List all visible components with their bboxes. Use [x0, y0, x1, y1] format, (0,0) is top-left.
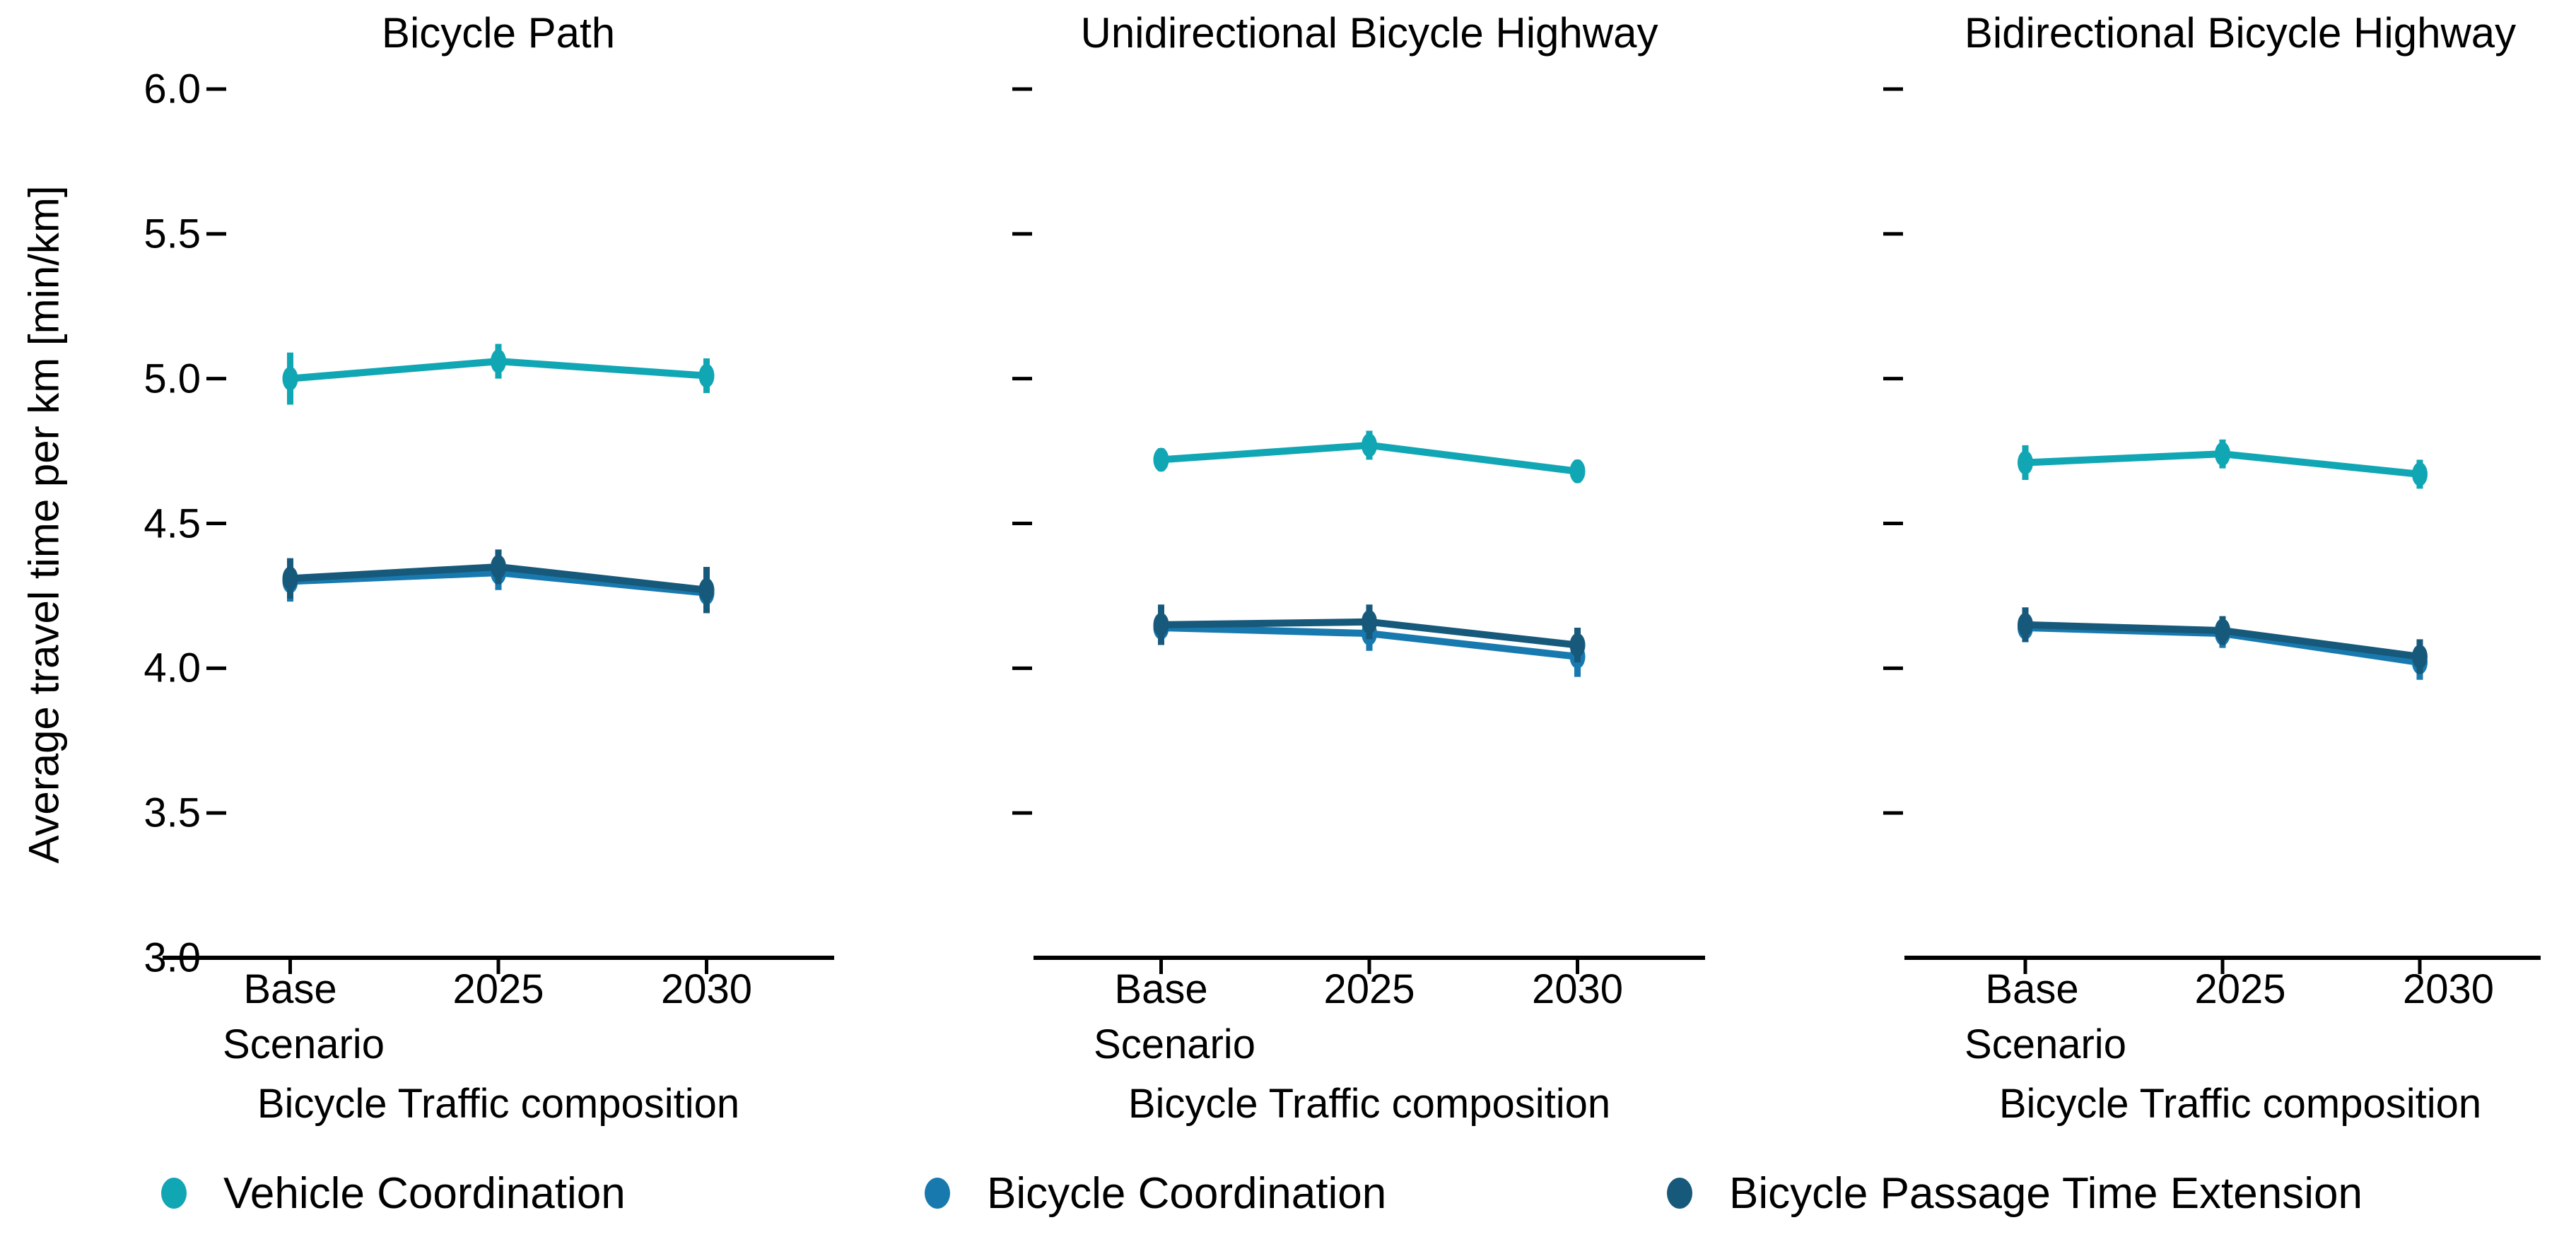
data-point-marker — [491, 554, 506, 579]
x-tick-label-2030: 2030 — [2402, 966, 2495, 1012]
x-axis-labels-panel-1: Base 2025 2030 Scenario Bicycle Traffic … — [163, 966, 834, 1237]
legend-item-bicycle-coordination: Bicycle Coordination — [925, 1165, 1386, 1221]
vehicle-coordination-dot-icon — [161, 1178, 187, 1209]
y-tick-labels: 3.0 3.5 4.0 4.5 5.0 5.5 6.0 — [0, 0, 201, 1237]
x-tick-label-2025: 2025 — [452, 966, 544, 1012]
y-tick-label: 5.0 — [144, 356, 201, 402]
data-point-marker — [2215, 442, 2230, 467]
x-tick-label-base: Base — [243, 966, 337, 1012]
y-tick-label: 5.5 — [144, 211, 201, 257]
data-point-marker — [1362, 609, 1377, 634]
data-point-marker — [698, 578, 715, 602]
data-point-marker — [698, 363, 715, 388]
x-tick-label-2025: 2025 — [2194, 966, 2286, 1012]
bicycle-passage-time-extension-dot-icon — [1667, 1178, 1692, 1209]
legend-item-vehicle-coordination: Vehicle Coordination — [161, 1165, 626, 1221]
y-tick-label: 4.0 — [144, 645, 201, 691]
data-point-marker — [282, 566, 298, 591]
data-point-marker — [2018, 450, 2033, 475]
y-tick-label: 4.5 — [144, 500, 201, 546]
x-tick-label-2025: 2025 — [1323, 966, 1415, 1012]
data-point-marker — [1569, 459, 1586, 483]
legend-label: Bicycle Passage Time Extension — [1729, 1168, 2363, 1218]
x-axis-title: Bicycle Traffic composition — [1998, 1081, 2482, 1127]
data-point-marker — [2018, 612, 2033, 637]
data-point-marker — [2412, 462, 2428, 486]
y-tick-label: 3.0 — [144, 934, 201, 981]
data-point-marker — [1153, 447, 1169, 472]
x-tick-sublabel-scenario: Scenario — [1965, 1021, 2126, 1067]
x-axis-title: Bicycle Traffic composition — [257, 1081, 740, 1127]
legend-item-bicycle-passage-time-extension: Bicycle Passage Time Extension — [1667, 1165, 2363, 1221]
x-tick-sublabel-scenario: Scenario — [223, 1021, 385, 1067]
x-tick-sublabel-scenario: Scenario — [1094, 1021, 1255, 1067]
x-axis-labels-panel-2: Base 2025 2030 Scenario Bicycle Traffic … — [1034, 966, 1705, 1237]
data-point-marker — [282, 366, 298, 391]
data-point-marker — [1569, 633, 1586, 657]
data-point-marker — [2412, 644, 2428, 669]
panel-title-unidirectional: Unidirectional Bicycle Highway — [1080, 9, 1658, 57]
data-point-marker — [1153, 612, 1169, 637]
x-tick-label-base: Base — [1114, 966, 1208, 1012]
y-tick-label: 3.5 — [144, 790, 201, 836]
x-axis-labels-panel-3: Base 2025 2030 Scenario Bicycle Traffic … — [1904, 966, 2576, 1237]
panel-title-bicycle-path: Bicycle Path — [381, 9, 616, 57]
x-tick-label-2030: 2030 — [660, 966, 753, 1012]
bicycle-coordination-dot-icon — [925, 1178, 950, 1209]
x-tick-label-2030: 2030 — [1531, 966, 1624, 1012]
legend-label: Bicycle Coordination — [987, 1168, 1387, 1218]
data-point-marker — [1362, 433, 1377, 457]
x-axis-title: Bicycle Traffic composition — [1128, 1081, 1611, 1127]
data-point-marker — [491, 349, 506, 374]
y-tick-label: 6.0 — [144, 66, 201, 112]
panel-title-bidirectional: Bidirectional Bicycle Highway — [1964, 9, 2517, 57]
data-point-marker — [2215, 618, 2230, 643]
x-tick-label-base: Base — [1985, 966, 2079, 1012]
legend-label: Vehicle Coordination — [223, 1168, 626, 1218]
